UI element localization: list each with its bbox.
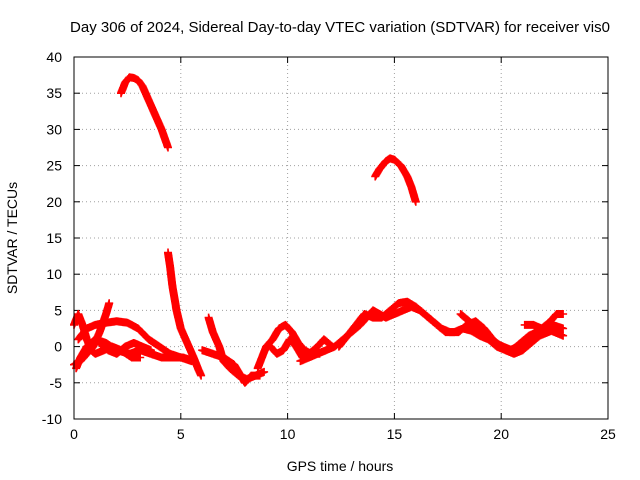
grid-lines — [74, 57, 608, 419]
y-tick-label: -10 — [42, 411, 62, 427]
data-point-trail — [117, 73, 172, 152]
y-tick-label: -5 — [50, 375, 63, 391]
x-axis-label: GPS time / hours — [287, 458, 394, 474]
x-tick-label: 15 — [387, 426, 403, 442]
series-arc-high-1 — [117, 73, 172, 152]
series-arc-7 — [204, 313, 269, 384]
x-tick-label: 0 — [70, 426, 78, 442]
series-arc-high-2 — [371, 154, 420, 206]
data-point-trail — [296, 302, 561, 366]
series-arc-13 — [520, 310, 568, 333]
series-arc-fall-1 — [164, 248, 206, 380]
y-tick-label: 0 — [54, 339, 62, 355]
axis-ticks: 0 5 10 15 20 25 -10 -5 0 5 10 15 20 25 30 35 40 — [42, 49, 616, 442]
y-tick-label: 20 — [46, 194, 62, 210]
x-tick-label: 20 — [493, 426, 509, 442]
y-tick-label: 40 — [46, 49, 62, 65]
y-tick-label: 35 — [46, 85, 62, 101]
series-arc-12 — [456, 310, 568, 355]
y-tick-label: 5 — [54, 302, 62, 318]
y-axis-label: SDTVAR / TECUs — [4, 182, 20, 294]
series-arc-5 — [95, 339, 155, 358]
y-tick-label: 25 — [46, 158, 62, 174]
x-tick-label: 25 — [600, 426, 616, 442]
chart-title: Day 306 of 2024, Sidereal Day-to-day VTE… — [70, 19, 610, 36]
y-tick-label: 10 — [46, 266, 62, 282]
x-tick-label: 10 — [280, 426, 296, 442]
x-tick-label: 5 — [177, 426, 185, 442]
plot-frame — [73, 56, 609, 420]
data-marks — [70, 73, 568, 387]
series-arc-10 — [296, 302, 561, 366]
y-tick-label: 30 — [46, 121, 62, 137]
data-point-trail — [371, 154, 420, 206]
y-tick-label: 15 — [46, 230, 62, 246]
